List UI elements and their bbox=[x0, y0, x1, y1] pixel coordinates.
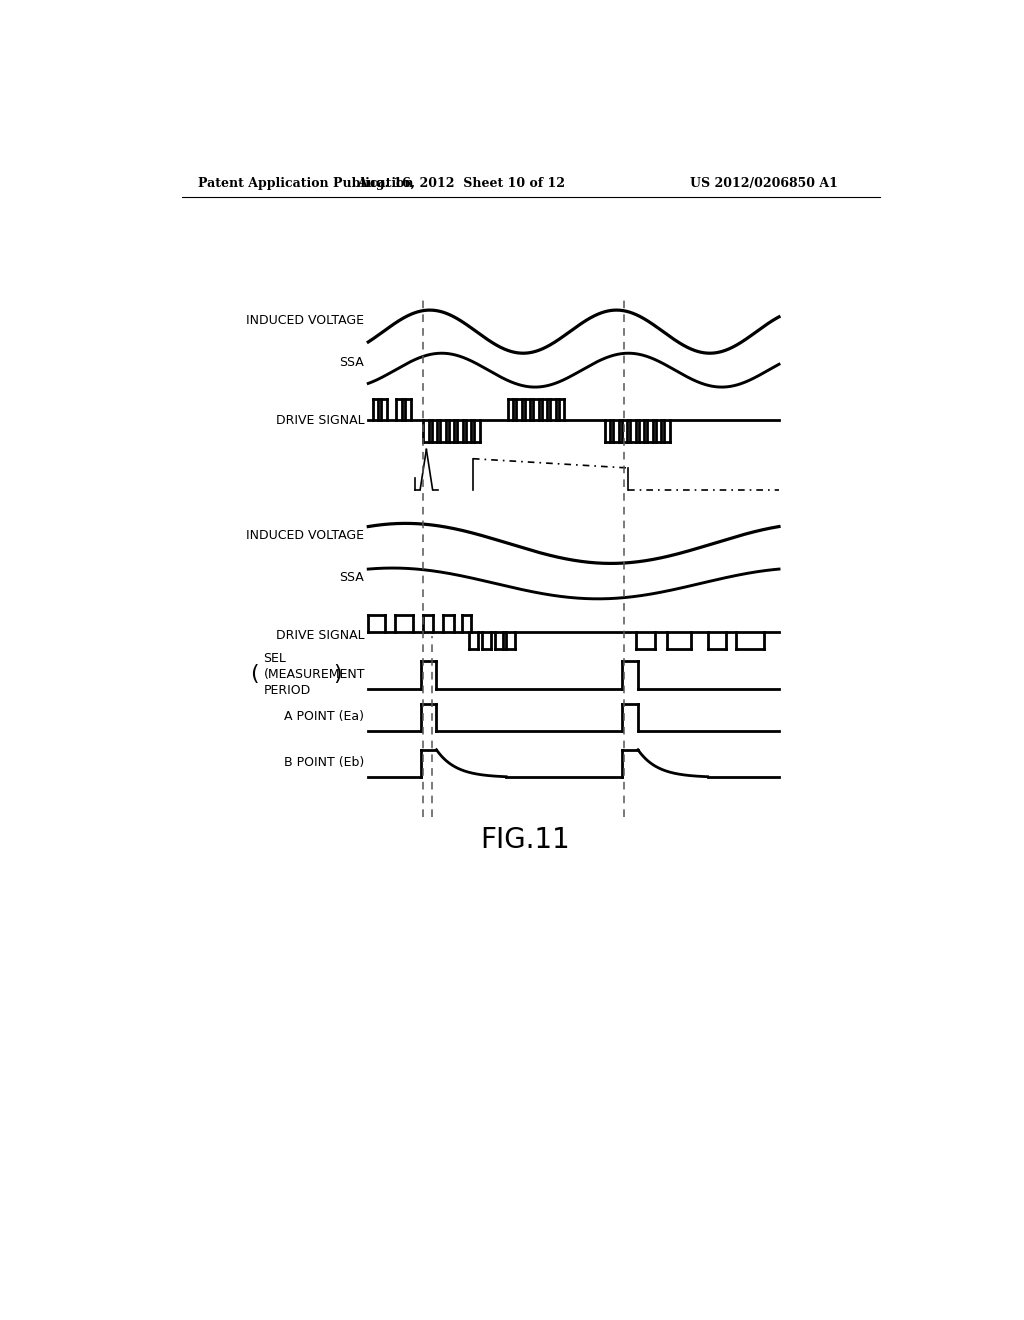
Text: SSA: SSA bbox=[340, 356, 365, 370]
Text: SEL
(MEASUREMENT
PERIOD: SEL (MEASUREMENT PERIOD bbox=[263, 652, 366, 697]
Text: Patent Application Publication: Patent Application Publication bbox=[198, 177, 414, 190]
Text: DRIVE SIGNAL: DRIVE SIGNAL bbox=[275, 630, 365, 643]
Text: US 2012/0206850 A1: US 2012/0206850 A1 bbox=[689, 177, 838, 190]
Text: (: ( bbox=[250, 664, 259, 684]
Text: FIG.11: FIG.11 bbox=[480, 826, 569, 854]
Text: DRIVE SIGNAL: DRIVE SIGNAL bbox=[275, 413, 365, 426]
Text: SSA: SSA bbox=[340, 570, 365, 583]
Text: INDUCED VOLTAGE: INDUCED VOLTAGE bbox=[247, 314, 365, 326]
Text: INDUCED VOLTAGE: INDUCED VOLTAGE bbox=[247, 529, 365, 543]
Text: B POINT (Eb): B POINT (Eb) bbox=[284, 756, 365, 770]
Text: A POINT (Ea): A POINT (Ea) bbox=[285, 710, 365, 723]
Text: ): ) bbox=[333, 664, 342, 684]
Text: Aug. 16, 2012  Sheet 10 of 12: Aug. 16, 2012 Sheet 10 of 12 bbox=[357, 177, 565, 190]
